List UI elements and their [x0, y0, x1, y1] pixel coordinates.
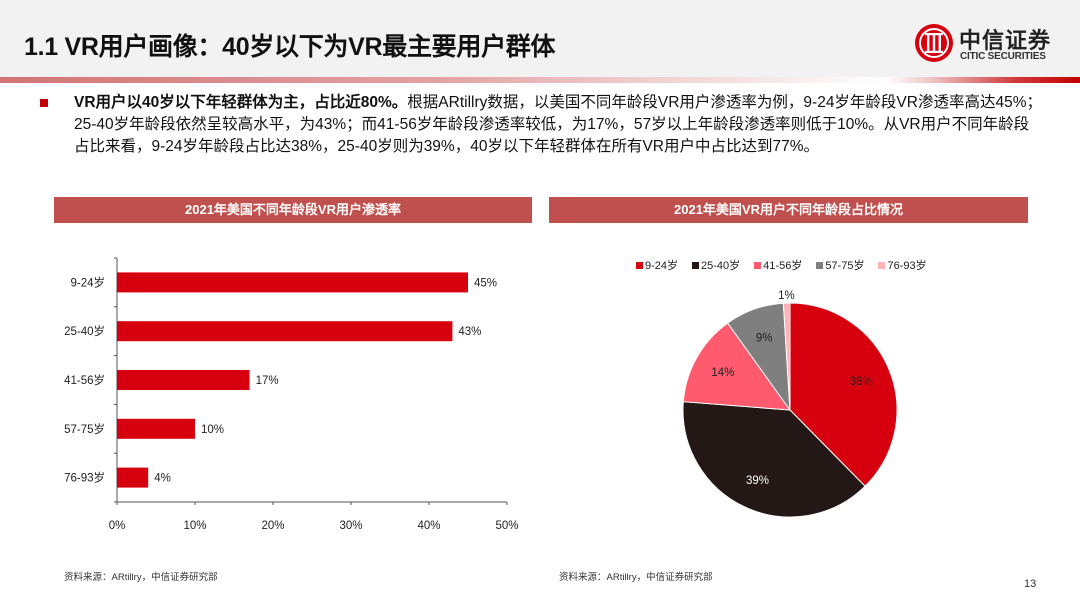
legend-item: 25-40岁 [692, 257, 740, 273]
value-label: 43% [458, 326, 481, 338]
x-tick-label: 10% [183, 520, 206, 532]
category-label: 57-75岁 [64, 422, 105, 436]
logo-chinese-name: 中信证券 [959, 28, 1052, 54]
legend-label: 76-93岁 [887, 260, 927, 272]
citic-emblem-icon [915, 24, 953, 62]
legend-swatch-icon [692, 261, 700, 269]
bar [117, 321, 453, 342]
pie-slice-label: 39% [746, 475, 769, 487]
bar [117, 370, 250, 390]
category-label: 76-93岁 [64, 471, 105, 485]
legend-swatch-icon [816, 261, 824, 269]
pie-chart: 38% 39% 14% 9% 1% [682, 290, 898, 518]
summary-paragraph: VR用户以40岁以下年轻群体为主，占比近80%。根据ARtillry数据，以美国… [74, 92, 1044, 158]
pie-chart-source: 资料来源：ARtillry，中信证券研究部 [559, 572, 713, 583]
header-band [0, 0, 1080, 77]
header-divider [0, 77, 1080, 83]
legend-swatch-icon [878, 261, 886, 269]
pie-slice-label: 9% [756, 332, 773, 344]
bar-chart-source: 资料来源：ARtillry，中信证券研究部 [64, 572, 218, 583]
legend-item: 57-75岁 [816, 257, 864, 273]
pie-slice [789, 302, 898, 487]
page-title: 1.1 VR用户画像：40岁以下为VR最主要用户群体 [24, 33, 556, 61]
x-tick-label: 20% [261, 520, 284, 532]
summary-lead: VR用户以40岁以下年轻群体为主，占比近80%。 [74, 94, 408, 111]
legend-item: 9-24岁 [636, 257, 678, 273]
pie-slice-label: 14% [711, 367, 734, 379]
legend-label: 41-56岁 [763, 260, 803, 272]
x-tick-label: 50% [495, 520, 518, 532]
category-label: 41-56岁 [64, 373, 105, 387]
summary-body: 根据ARtillry数据，以美国不同年龄段VR用户渗透率为例，9-24岁年龄段V… [74, 94, 1042, 155]
legend-item: 41-56岁 [754, 257, 802, 273]
legend-label: 9-24岁 [645, 260, 679, 272]
legend-label: 57-75岁 [825, 260, 865, 272]
bar [117, 272, 468, 293]
x-tick-label: 40% [417, 520, 440, 532]
legend-label: 25-40岁 [701, 260, 741, 272]
pie-legend: 9-24岁 25-40岁 41-56岁 57-75岁 76-93岁 [636, 257, 927, 273]
x-tick-label: 30% [339, 520, 362, 532]
legend-swatch-icon [636, 261, 643, 269]
value-label: 17% [256, 375, 279, 387]
pie-slice [782, 302, 791, 411]
pie-slice-label: 38% [850, 376, 873, 388]
bullet-square-icon [40, 99, 48, 107]
bar-chart: 0% 10% 20% 30% 40% 50% 9-24岁 45% 25-40岁 43% 41-56岁… [64, 257, 519, 532]
pie-chart-title: 2021年美国VR用户不同年龄段占比情况 [549, 197, 1028, 223]
bar [117, 418, 195, 439]
logo-english-name: CITIC SECURITIES [960, 51, 1046, 62]
pie-slice [682, 322, 792, 411]
pie-slice-label: 1% [778, 290, 795, 302]
pie-slice [682, 401, 866, 518]
bar-chart-title: 2021年美国不同年龄段VR用户渗透率 [54, 197, 532, 223]
value-label: 10% [201, 424, 224, 436]
bar [117, 467, 149, 488]
value-label: 45% [474, 277, 497, 289]
legend-item: 76-93岁 [878, 257, 927, 273]
category-label: 25-40岁 [64, 324, 105, 338]
x-tick-label: 0% [109, 520, 126, 532]
citic-logo: 中信证券 CITIC SECURITIES [915, 22, 1065, 66]
legend-swatch-icon [754, 261, 762, 269]
value-label: 4% [154, 473, 171, 485]
category-label: 9-24岁 [70, 275, 105, 289]
page-number: 13 [1024, 578, 1037, 590]
